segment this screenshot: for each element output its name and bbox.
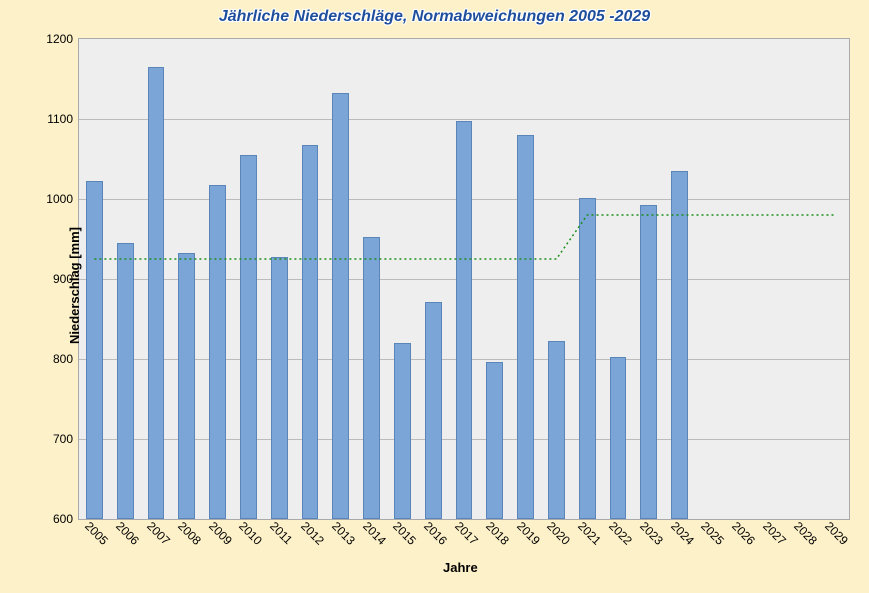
bar [486,362,503,519]
bar [456,121,473,519]
x-tick-label: 2029 [822,519,851,548]
y-tick-label: 800 [53,352,79,366]
bar [363,237,380,519]
bar [548,341,565,519]
x-tick-label: 2022 [606,519,635,548]
bar [579,198,596,519]
bar [240,155,257,519]
y-tick-label: 1200 [46,32,79,46]
y-tick-label: 600 [53,512,79,526]
bar [178,253,195,519]
chart-container: Jährliche Niederschläge, Normabweichunge… [0,0,869,593]
x-axis-label: Jahre [443,560,478,575]
chart-title: Jährliche Niederschläge, Normabweichunge… [0,8,869,26]
bar [332,93,349,519]
bar [86,181,103,519]
x-tick-label: 2012 [298,519,327,548]
bar [425,302,442,519]
bar [640,205,657,519]
x-tick-label: 2024 [668,519,697,548]
bar [671,171,688,519]
x-tick-label: 2027 [760,519,789,548]
bar [610,357,627,519]
y-tick-label: 1100 [47,112,79,126]
bar [209,185,226,519]
x-tick-label: 2018 [483,519,512,548]
bar [117,243,134,519]
plot-area: 6007008009001000110012002005200620072008… [78,38,850,520]
x-tick-label: 2009 [206,519,235,548]
x-tick-label: 2016 [421,519,450,548]
bar [271,257,288,519]
y-tick-label: 1000 [46,192,79,206]
bar [302,145,319,519]
y-axis-label: Niederschlag [mm] [67,227,82,344]
x-tick-label: 2014 [360,519,389,548]
x-tick-label: 2028 [791,519,820,548]
x-tick-label: 2026 [729,519,758,548]
x-tick-label: 2019 [514,519,543,548]
bar [517,135,534,519]
x-tick-label: 2025 [698,519,727,548]
x-tick-label: 2017 [452,519,481,548]
x-tick-label: 2021 [575,519,604,548]
x-tick-label: 2010 [236,519,265,548]
y-tick-label: 700 [53,432,79,446]
x-tick-label: 2013 [329,519,358,548]
x-tick-label: 2020 [544,519,573,548]
bar [394,343,411,519]
x-tick-label: 2008 [175,519,204,548]
x-tick-label: 2023 [637,519,666,548]
x-tick-label: 2007 [144,519,173,548]
x-tick-label: 2006 [113,519,142,548]
x-tick-label: 2005 [82,519,111,548]
x-tick-label: 2011 [267,519,295,547]
bar [148,67,165,519]
x-tick-label: 2015 [390,519,419,548]
